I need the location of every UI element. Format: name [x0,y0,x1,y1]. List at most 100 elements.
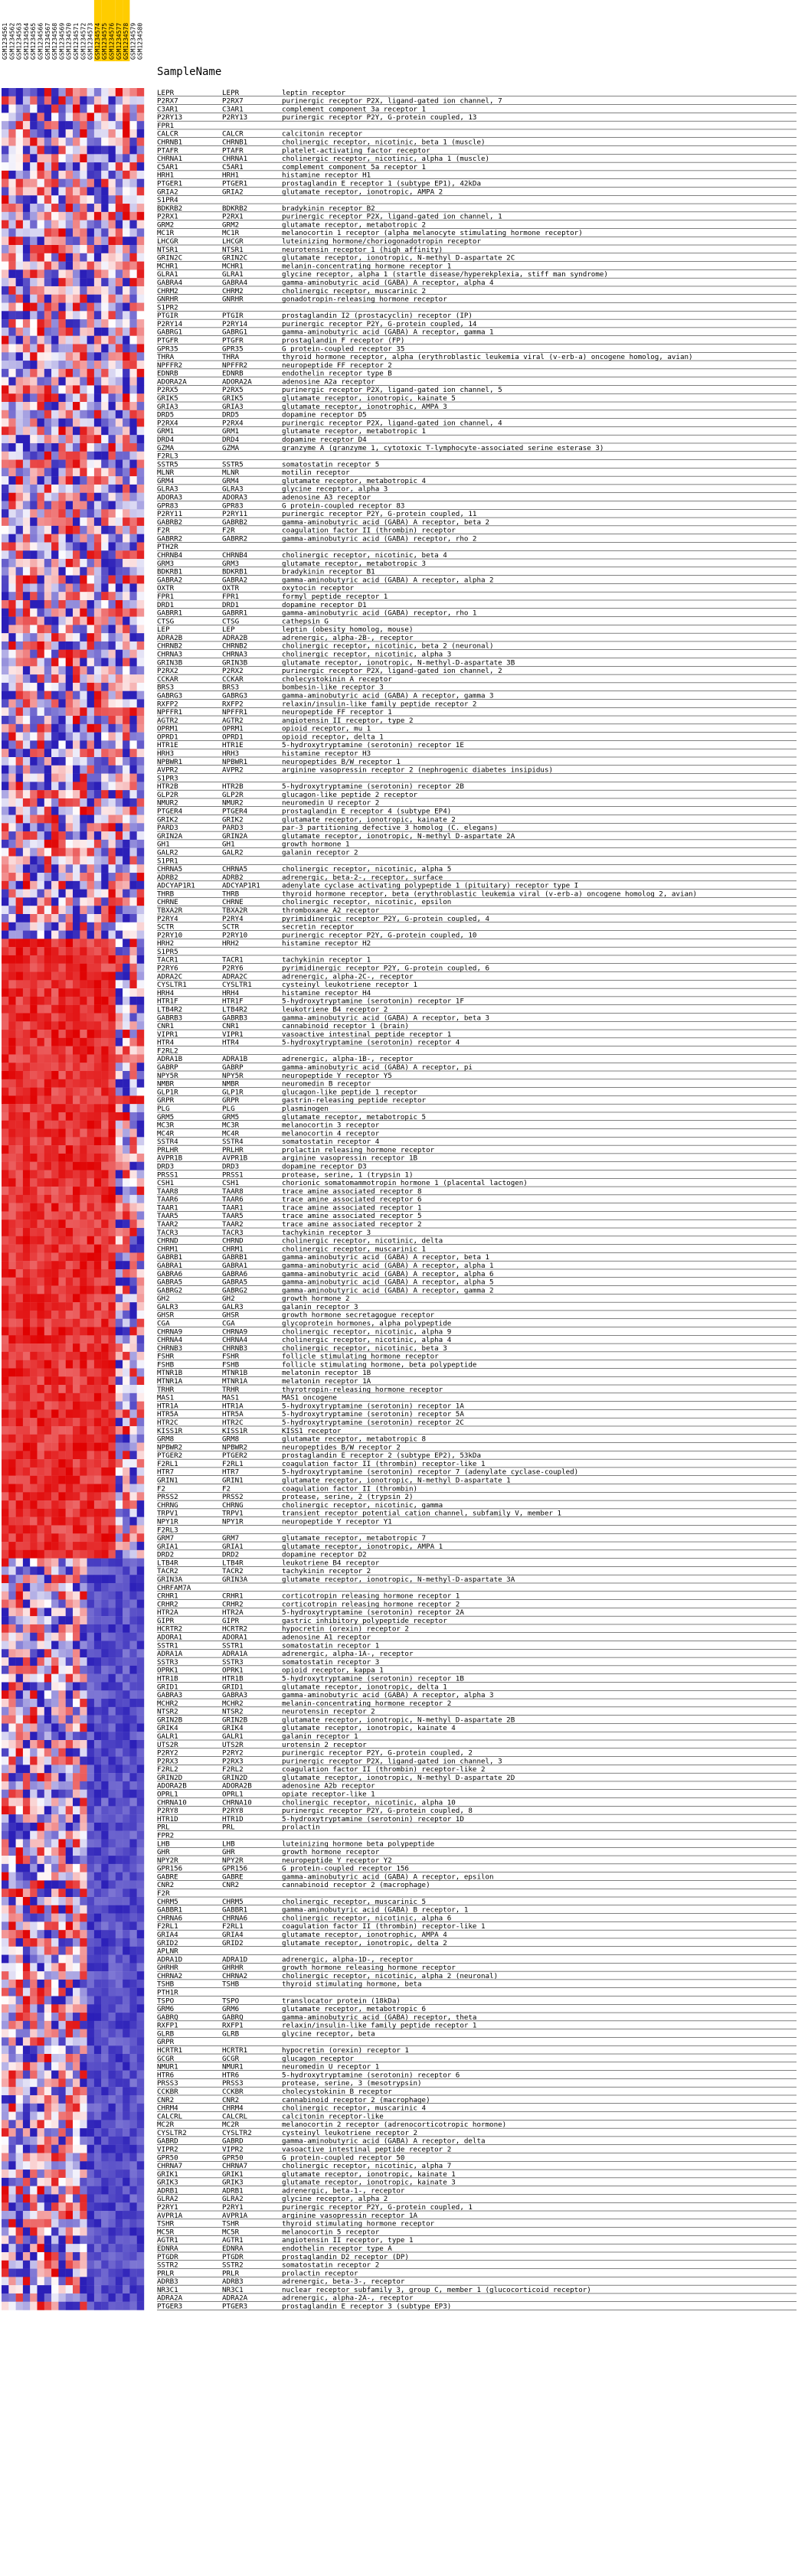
heatmap-cell [44,806,52,815]
heatmap-cell [108,575,116,584]
heatmap-cell [129,327,137,336]
heatmap-cell [8,1351,16,1360]
heatmap-cell [22,608,31,617]
heatmap-cell [37,1095,44,1105]
heatmap-cell [123,906,130,915]
heatmap-cell [129,1268,137,1278]
heatmap-cell [30,286,38,295]
row-label-description: gamma-aminobutyric acid (GABA) A recepto… [282,1270,494,1278]
heatmap-cell [136,1500,145,1510]
heatmap-cell [136,1277,145,1286]
row-label-symbol: GABRA1 [222,1262,247,1270]
heatmap-cell [58,1425,66,1435]
heatmap-cell [129,154,137,163]
row-label-description: cholinergic receptor, nicotinic, alpha 1… [282,1798,456,1807]
heatmap-cell [87,1277,95,1286]
heatmap-cell [80,1673,87,1683]
column-header-highlight [123,0,130,61]
heatmap-cell [44,393,52,403]
heatmap-cell [44,1665,52,1674]
heatmap-cell [115,1013,123,1022]
heatmap-cell [80,170,87,179]
heatmap-cell [65,1261,74,1270]
heatmap-cell [15,1599,24,1608]
heatmap-cell [37,1244,44,1253]
heatmap-cell [30,104,38,113]
heatmap-cell [58,550,66,560]
row-label-symbol: GABRG3 [222,691,247,700]
heatmap-cell [2,782,9,791]
heatmap-cell [58,253,66,262]
heatmap-cell [65,96,74,105]
heatmap-cell [44,410,52,419]
row-label-symbol: CHRM1 [222,1245,244,1253]
heatmap-cell [22,1120,31,1129]
row-label-symbol: TBXA2R [222,906,248,915]
heatmap-cell [58,426,66,436]
row-label-gene: P2RY2 [157,1749,178,1758]
heatmap-cell [93,599,102,609]
heatmap-cell [73,1673,80,1683]
heatmap-cell [115,1128,123,1138]
heatmap-cell [51,1194,59,1203]
heatmap-cell [51,583,59,593]
heatmap-cell [44,723,52,733]
heatmap-cell [44,1104,52,1113]
heatmap-cell [2,1112,9,1121]
heatmap-cell [101,1649,109,1658]
heatmap-cell [15,1508,24,1517]
heatmap-cell [115,542,123,551]
heatmap-cell [37,459,44,469]
heatmap-cell [58,1268,66,1278]
heatmap-cell [80,1128,87,1138]
heatmap-cell [22,1641,31,1650]
heatmap-cell [8,1797,16,1807]
heatmap-cell [8,1021,16,1030]
heatmap-cell [65,1327,74,1336]
heatmap-cell [51,492,59,501]
heatmap-cell [44,1236,52,1245]
heatmap-cell [101,327,109,336]
heatmap-cell [129,104,137,113]
heatmap-cell [136,1079,145,1088]
row-label-description: gastrin-releasing peptide receptor [282,1096,427,1105]
heatmap-cell [8,955,16,964]
heatmap-cell [44,1137,52,1146]
heatmap-cell [58,756,66,766]
row-label-description: cholinergic receptor, nicotinic, alpha 5 [282,865,451,873]
heatmap-cell [22,1442,31,1451]
heatmap-cell [22,839,31,848]
heatmap-cell [44,1252,52,1262]
heatmap-cell [73,790,80,799]
heatmap-cell [37,484,44,493]
heatmap-cell [115,773,123,782]
row-label-symbol: EDNRB [222,370,244,378]
heatmap-cell [37,344,44,353]
heatmap-cell [80,716,87,725]
heatmap-cell [108,435,116,444]
heatmap-cell [108,1368,116,1377]
heatmap-cell [136,162,145,171]
heatmap-cell [73,756,80,766]
heatmap-cell [65,1087,74,1096]
heatmap-cell [93,1732,102,1741]
heatmap-cell [80,88,87,96]
heatmap-cell [44,237,52,246]
heatmap-cell [73,749,80,758]
heatmap-cell [101,592,109,601]
heatmap-cell [73,1525,80,1534]
row-label-symbol: F2 [222,1484,231,1493]
heatmap-cell [115,442,123,452]
heatmap-cell [73,178,80,188]
heatmap-cell [80,1451,87,1460]
heatmap-cell [15,1004,24,1014]
heatmap-cell [65,1161,74,1170]
heatmap-cell [22,1095,31,1105]
row-label-gene: MC1R [157,229,175,237]
heatmap-cell [115,1773,123,1782]
heatmap-cell [136,773,145,782]
heatmap-cell [108,1409,116,1419]
heatmap-cell [136,451,145,460]
row-label-description: glutamate receptor, ionotropic, N-methyl… [282,658,515,667]
heatmap-cell [44,534,52,543]
